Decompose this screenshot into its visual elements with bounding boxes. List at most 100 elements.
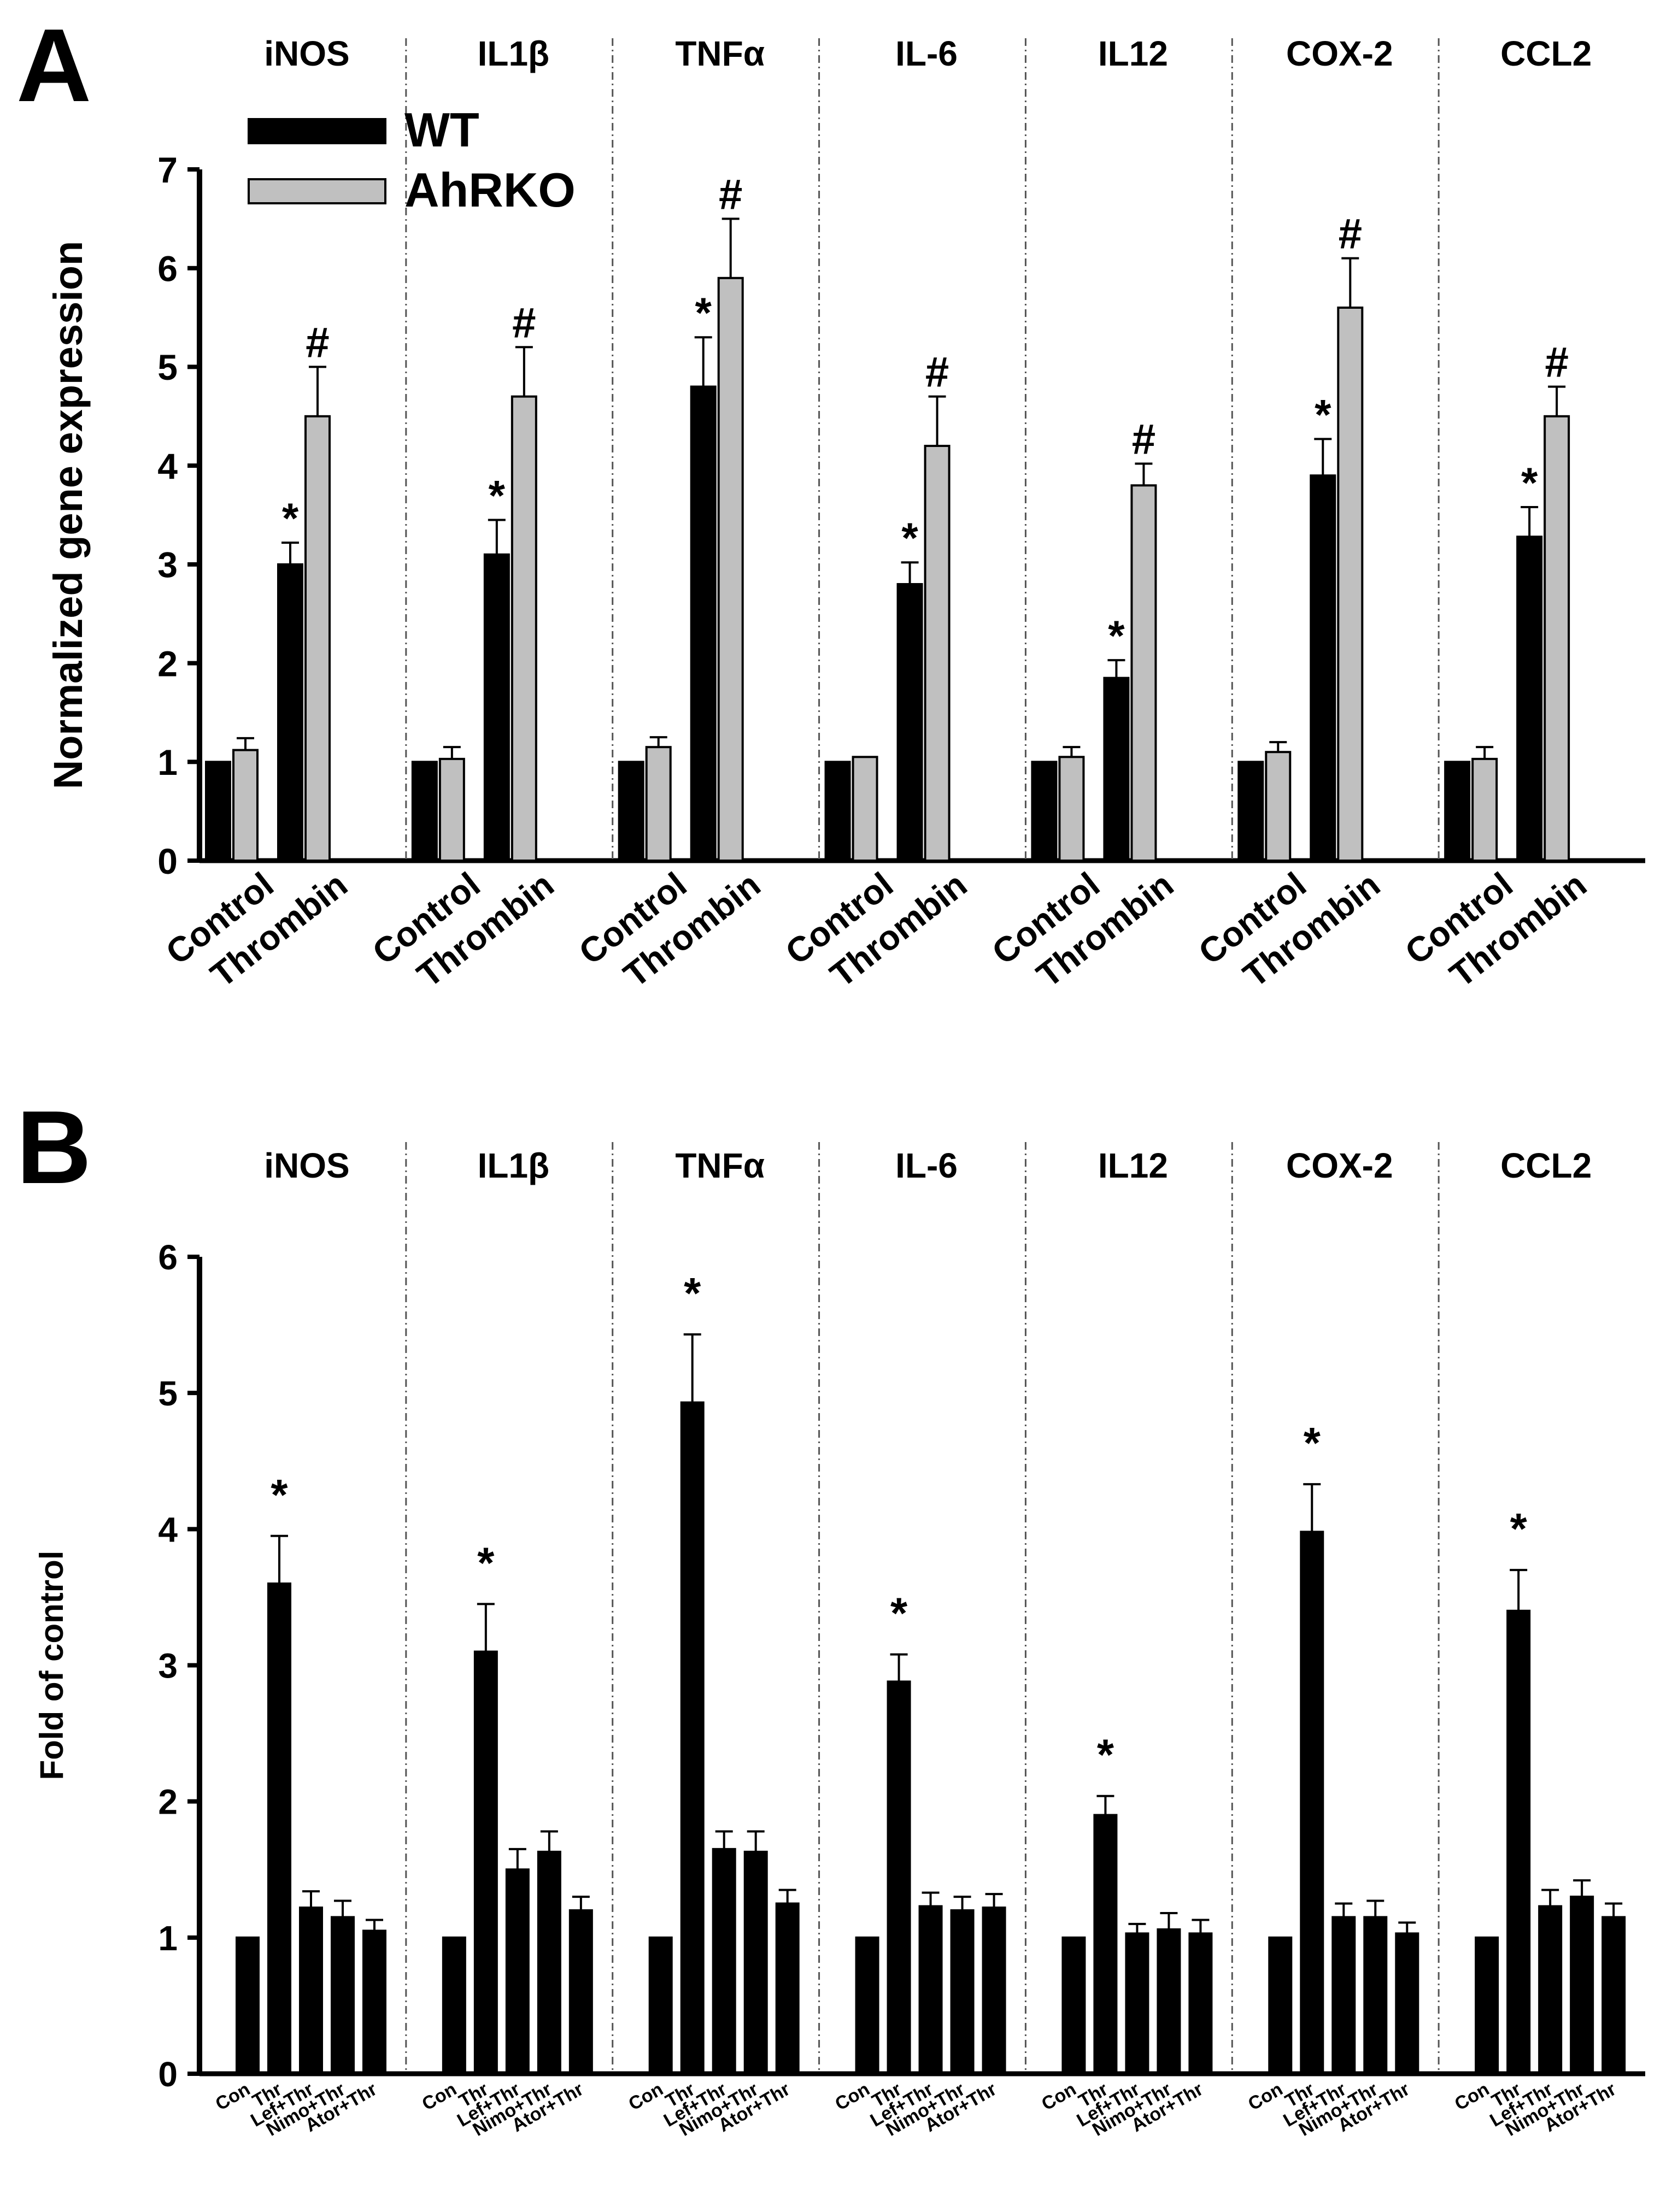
y-axis-label: Normalized gene expression: [45, 241, 91, 789]
y-tick-label: 4: [158, 1510, 178, 1549]
significance-asterisk: *: [489, 472, 506, 520]
group-label-il-6: IL-6: [895, 34, 958, 73]
bar-wt-il-6-control: [824, 761, 851, 862]
bar-ahrko-inos-thrombin: [304, 415, 331, 862]
bar-series-il1-con: [442, 1936, 466, 2075]
bar-series-ccl2-ator-thr: [1601, 1916, 1626, 2075]
significance-hash: #: [306, 318, 329, 366]
bar-ahrko-il1-control: [438, 757, 465, 862]
significance-hash: #: [512, 298, 536, 346]
bar-ahrko-il12-control: [1058, 756, 1085, 862]
bar-series-cox-2-nimo-thr: [1363, 1916, 1388, 2075]
bar-series-tnf-thr: [680, 1401, 705, 2075]
bar-series-ccl2-thr: [1506, 1609, 1531, 2075]
significance-asterisk: *: [901, 514, 918, 562]
significance-asterisk: *: [695, 289, 712, 337]
group-label-tnf: TNFα: [675, 1146, 765, 1185]
category-label-con: Con: [831, 2079, 873, 2115]
y-tick-label: 3: [157, 545, 178, 585]
category-label-con: Con: [212, 2079, 254, 2115]
group-label-il1: IL1β: [478, 1146, 550, 1185]
bar-ahrko-inos-control: [232, 749, 259, 862]
bar-wt-il1-thrombin: [483, 553, 510, 862]
bar-series-inos-ator-thr: [362, 1929, 386, 2075]
legend-label-wt: WT: [404, 103, 479, 157]
group-label-inos: iNOS: [264, 1146, 349, 1185]
bar-wt-il12-control: [1031, 761, 1058, 862]
bar-series-inos-lef-thr: [299, 1907, 323, 2075]
legend-swatch-wt: [248, 118, 386, 144]
panel-b-chart: 0 1 2 3 4 5 6 Fold of control iNOS IL1β TNFα IL-6 IL…: [33, 1142, 1645, 2140]
y-tick-label: 1: [157, 742, 178, 783]
y-tick-label: 0: [158, 2055, 178, 2094]
bar-wt-cox-2-control: [1237, 761, 1264, 862]
bar-ahrko-il-6-thrombin: [924, 445, 951, 862]
bar-wt-tnf-thrombin: [690, 385, 717, 862]
bar-series-il1-ator-thr: [568, 1909, 593, 2075]
significance-asterisk: *: [282, 494, 299, 542]
bar-series-inos-thr: [267, 1582, 291, 2075]
group-label-cox-2: COX-2: [1286, 34, 1393, 73]
bar-series-il12-thr: [1093, 1814, 1118, 2075]
bar-series-il1-nimo-thr: [537, 1850, 561, 2075]
category-label-con: Con: [625, 2079, 666, 2115]
significance-hash: #: [719, 170, 742, 218]
panel-a-label: A: [16, 8, 91, 123]
bar-wt-inos-control: [205, 761, 231, 862]
y-axis-label: Fold of control: [33, 1551, 70, 1780]
bar-ahrko-il-6-control: [852, 756, 878, 862]
group-label-inos: iNOS: [264, 34, 349, 73]
significance-hash: #: [925, 348, 949, 396]
y-tick-label: 3: [158, 1646, 178, 1686]
group-label-tnf: TNFα: [675, 34, 765, 73]
bar-wt-il1-control: [411, 761, 438, 862]
legend-swatch-ahrko: [248, 178, 386, 204]
category-label-con: Con: [1245, 2079, 1286, 2115]
bar-series-ccl2-lef-thr: [1538, 1905, 1563, 2075]
bar-wt-il12-thrombin: [1103, 676, 1130, 862]
bar-series-inos-con: [236, 1936, 260, 2075]
significance-asterisk: *: [477, 1538, 495, 1587]
bar-wt-ccl2-control: [1444, 761, 1471, 862]
bar-series-il12-ator-thr: [1188, 1932, 1213, 2075]
y-tick-label: 2: [158, 1782, 178, 1822]
bar-ahrko-ccl2-control: [1471, 757, 1498, 862]
y-tick-label: 2: [157, 643, 178, 684]
bar-ahrko-cox-2-thrombin: [1337, 307, 1364, 862]
bar-series-il-6-thr: [887, 1680, 911, 2075]
significance-asterisk: *: [684, 1269, 701, 1317]
y-tick-label: 6: [158, 1238, 178, 1277]
y-tick-label: 7: [157, 150, 178, 190]
significance-asterisk: *: [1315, 390, 1331, 438]
bar-series-il1-thr: [473, 1650, 498, 2075]
bar-ahrko-tnf-control: [645, 746, 672, 862]
bar-series-il-6-lef-thr: [918, 1905, 943, 2075]
y-tick-label: 4: [157, 446, 178, 486]
significance-asterisk: *: [890, 1589, 908, 1638]
legend-label-ahrko: AhRKO: [404, 163, 576, 217]
panel-a-chart: 0 1 2 3 4 5 6 7 Normalized gene expression iNOS IL…: [45, 34, 1645, 995]
category-label-con: Con: [419, 2079, 460, 2115]
group-label-il12: IL12: [1098, 34, 1168, 73]
category-label-con: Con: [1038, 2079, 1080, 2115]
bar-series-tnf-nimo-thr: [743, 1850, 768, 2075]
panel-b-label: B: [16, 1090, 91, 1205]
y-tick-label: 6: [157, 248, 178, 289]
bar-ahrko-cox-2-control: [1265, 751, 1292, 862]
bar-series-cox-2-thr: [1300, 1531, 1324, 2075]
group-label-il-6: IL-6: [895, 1146, 958, 1185]
bar-series-ccl2-nimo-thr: [1570, 1896, 1594, 2075]
category-label-con: Con: [1451, 2079, 1493, 2115]
bar-series-tnf-ator-thr: [775, 1902, 800, 2075]
significance-hash: #: [1545, 338, 1568, 386]
bar-series-cox-2-ator-thr: [1395, 1932, 1419, 2075]
bar-wt-tnf-control: [618, 761, 644, 862]
bar-series-ccl2-con: [1475, 1936, 1499, 2075]
bar-series-il12-lef-thr: [1125, 1932, 1149, 2075]
bar-wt-ccl2-thrombin: [1516, 536, 1543, 862]
bar-wt-inos-thrombin: [277, 563, 303, 862]
significance-hash: #: [1339, 210, 1362, 258]
significance-asterisk: *: [1304, 1419, 1321, 1467]
bar-series-il1-lef-thr: [505, 1868, 530, 2075]
group-label-il12: IL12: [1098, 1146, 1168, 1185]
